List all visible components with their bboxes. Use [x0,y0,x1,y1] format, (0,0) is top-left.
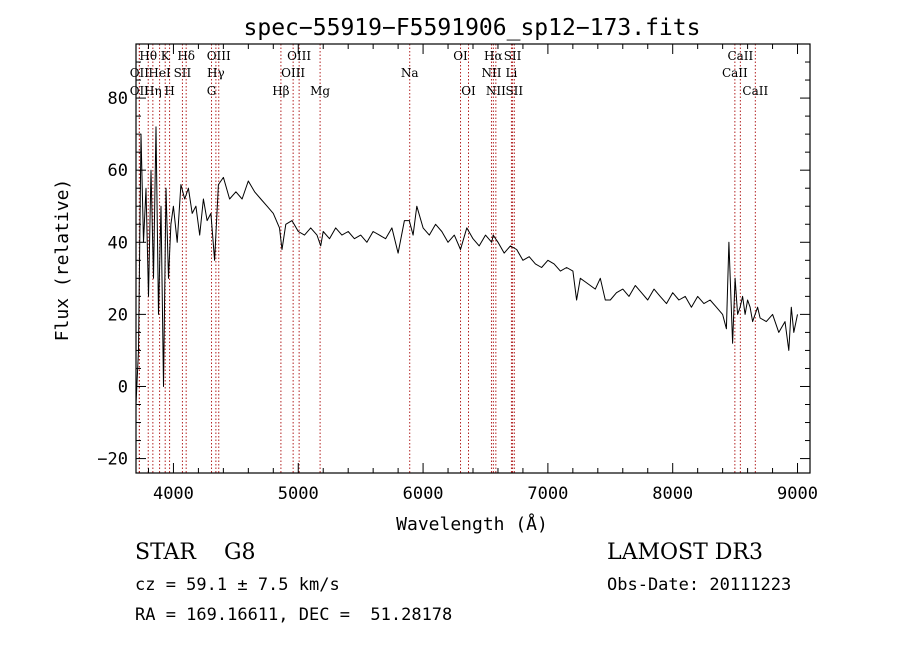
line-label-oiii: OIII [281,66,305,80]
line-label-oii: OII [130,84,150,98]
line-label-nii: NII [481,66,501,80]
line-label-g: G [207,84,217,98]
x-tick-label: 8000 [652,484,693,504]
line-label-hγ: Hγ [207,66,225,80]
line-label-hθ: Hθ [139,49,157,63]
line-label-oi: OI [453,49,468,63]
classification-text: STAR G8 [135,540,256,565]
line-label-li: Li [506,66,518,80]
x-tick-label: 5000 [278,484,319,504]
line-label-k: K [161,49,171,63]
line-label-caii: CaII [742,84,768,98]
spectrum-layer [135,126,798,405]
y-axis-label: Flux (relative) [52,179,73,342]
plot-frame [135,43,811,474]
line-label-h: H [164,84,174,98]
line-label-caii: CaII [722,66,748,80]
y-tick-label: 60 [108,161,128,181]
axis-ticks: 4000 5000 6000 7000 8000 9000 −20 0 20 40 60 80 [97,44,818,504]
y-tick-label: 0 [118,377,128,397]
obs-date-text: Obs-Date: 20111223 [607,575,792,595]
line-label-hei: HeI [148,66,171,80]
line-label-hη: Hη [144,84,162,98]
redshift-text: cz = 59.1 ± 7.5 km/s [135,575,340,595]
x-tick-label: 9000 [777,484,818,504]
x-tick-label: 6000 [403,484,444,504]
survey-text: LAMOST DR3 [607,540,763,565]
x-axis-label: Wavelength (Å) [396,513,548,535]
line-label-na: Na [401,66,419,80]
line-label-hβ: Hβ [272,84,289,98]
y-tick-label: 80 [108,89,128,109]
line-label-oi: OI [461,84,476,98]
line-label-sii: SII [174,66,192,80]
spectral-line-markers [138,44,756,473]
line-label-hδ: Hδ [177,49,195,63]
line-label-mg: Mg [310,84,330,98]
y-tick-label: −20 [97,450,128,470]
line-label-oiii: OIII [207,49,231,63]
line-label-sii: SII [505,84,523,98]
y-tick-label: 20 [108,305,128,325]
spectrum-line [135,126,798,405]
line-label-hα: Hα [484,49,503,63]
line-label-caii: CaII [727,49,753,63]
line-label-nii: NII [486,84,506,98]
chart-title: spec−55919−F5591906_sp12−173.fits [244,15,701,41]
line-label-sii: SII [504,49,522,63]
coordinates-text: RA = 169.16611, DEC = 51.28178 [135,605,453,625]
line-label-oii: OII [130,66,150,80]
line-label-oiii: OIII [287,49,311,63]
x-tick-label: 4000 [153,484,194,504]
y-tick-label: 40 [108,233,128,253]
x-tick-label: 7000 [527,484,568,504]
